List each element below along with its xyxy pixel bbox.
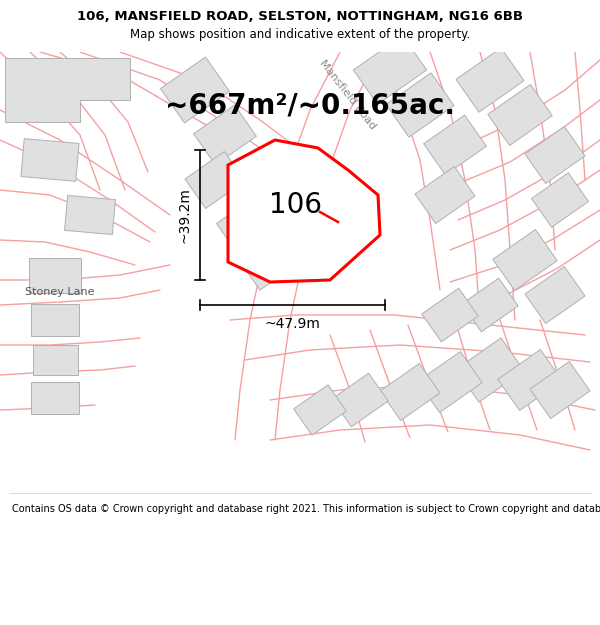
Text: 106: 106 — [269, 191, 322, 219]
Text: Mansfield Road: Mansfield Road — [318, 58, 378, 132]
Polygon shape — [424, 115, 487, 175]
Polygon shape — [293, 385, 346, 435]
Polygon shape — [332, 373, 388, 427]
Text: Map shows position and indicative extent of the property.: Map shows position and indicative extent… — [130, 28, 470, 41]
Text: ~667m²/~0.165ac.: ~667m²/~0.165ac. — [165, 91, 455, 119]
Polygon shape — [29, 258, 81, 292]
Polygon shape — [185, 151, 245, 209]
Polygon shape — [21, 139, 79, 181]
Polygon shape — [415, 166, 475, 224]
Text: Stoney Lane: Stoney Lane — [25, 287, 95, 297]
Text: Contains OS data © Crown copyright and database right 2021. This information is : Contains OS data © Crown copyright and d… — [12, 504, 600, 514]
Polygon shape — [228, 140, 380, 282]
Polygon shape — [488, 84, 552, 146]
Polygon shape — [456, 48, 524, 112]
Polygon shape — [456, 338, 524, 402]
Polygon shape — [462, 278, 518, 332]
Polygon shape — [493, 229, 557, 291]
Text: 106, MANSFIELD ROAD, SELSTON, NOTTINGHAM, NG16 6BB: 106, MANSFIELD ROAD, SELSTON, NOTTINGHAM… — [77, 11, 523, 23]
Polygon shape — [532, 173, 589, 228]
Polygon shape — [525, 266, 585, 324]
Polygon shape — [32, 345, 77, 375]
Polygon shape — [65, 196, 115, 234]
Polygon shape — [498, 349, 562, 411]
Text: ~47.9m: ~47.9m — [265, 317, 320, 331]
Polygon shape — [422, 288, 478, 342]
Text: ~39.2m: ~39.2m — [178, 187, 192, 243]
Polygon shape — [525, 126, 585, 184]
Polygon shape — [380, 364, 440, 421]
Polygon shape — [353, 36, 427, 104]
Polygon shape — [160, 57, 230, 123]
Polygon shape — [5, 58, 130, 122]
Polygon shape — [31, 382, 79, 414]
Polygon shape — [242, 240, 295, 290]
Polygon shape — [530, 361, 590, 419]
Polygon shape — [217, 198, 274, 252]
Polygon shape — [194, 105, 256, 165]
Polygon shape — [31, 304, 79, 336]
Polygon shape — [418, 351, 482, 413]
Polygon shape — [386, 73, 454, 137]
